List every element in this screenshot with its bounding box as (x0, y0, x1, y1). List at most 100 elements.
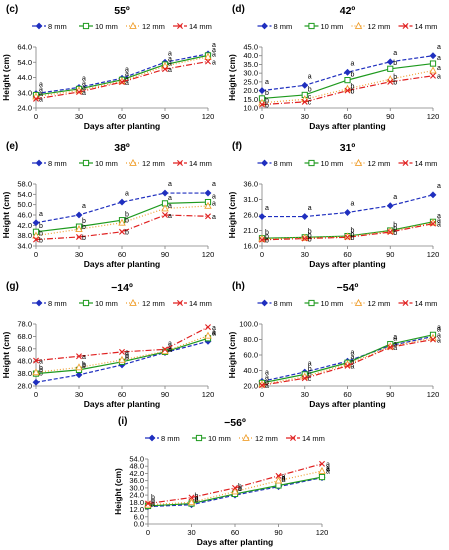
legend-label: 10 mm (321, 159, 344, 168)
legend-marker (82, 299, 90, 307)
data-point (161, 204, 169, 212)
significance-letter: a (265, 79, 269, 86)
significance-letter: a (212, 325, 216, 332)
legend-label: 14 mm (415, 159, 438, 168)
legend-marker (177, 160, 183, 166)
significance-letter: a (82, 76, 86, 83)
significance-letter: b (39, 367, 43, 374)
legend-marker (129, 298, 137, 306)
significance-letter: a (212, 214, 216, 221)
significance-letter: a (437, 333, 441, 340)
x-tick-label: 0 (146, 528, 150, 537)
significance-letter: a (238, 486, 242, 493)
legend-marker (148, 434, 156, 442)
significance-letter: a (437, 44, 441, 51)
legend-marker (354, 158, 363, 166)
significance-letter: a (308, 74, 312, 81)
y-tick-label: 45.0 (243, 43, 258, 52)
significance-letter: a (212, 193, 216, 200)
significance-letter: a (437, 337, 441, 344)
significance-letter: a (212, 47, 216, 54)
data-point (204, 189, 212, 197)
legend-label: 14 mm (302, 434, 325, 443)
y-tick-label: 68.0 (17, 332, 32, 341)
data-point (429, 66, 437, 74)
significance-letter: a (212, 201, 216, 208)
significance-letter: b (39, 365, 43, 372)
legend: 8 mm 10 mm 12 mm 14 mm (257, 158, 438, 168)
legend-item: 8 mm (257, 159, 292, 168)
series-line (35, 60, 209, 100)
significance-letter: a (195, 495, 199, 502)
legend-marker (354, 21, 363, 29)
y-tick-label: 54.0 (129, 455, 144, 464)
legend-item: 8 mm (257, 299, 292, 308)
significance-letter: b (125, 353, 129, 360)
legend: 8 mm 10 mm 12 mm 14 mm (257, 298, 437, 308)
data-point (344, 209, 351, 216)
data-point (274, 476, 283, 484)
legend-item: 10 mm (79, 299, 118, 308)
legend-marker (402, 300, 409, 306)
x-tick-label: 60 (343, 250, 351, 259)
data-point (387, 344, 394, 351)
y-axis-title: Height (cm) (113, 468, 123, 515)
significance-letter: a (326, 466, 330, 473)
significance-letter: a (125, 76, 129, 83)
significance-letter: a (393, 50, 397, 57)
series-line (35, 214, 209, 241)
legend-item: 12 mm (126, 298, 165, 308)
y-tick-label: 50.0 (17, 200, 32, 209)
data-point (187, 498, 196, 506)
y-tick-label: 36.0 (243, 180, 258, 189)
panel-title: 42º (340, 5, 356, 17)
significance-letter: b (393, 74, 397, 81)
panel-d: (d) 42º 8 mm 10 mm 12 mm 14 mm 10.015.020.025.… (227, 4, 441, 131)
significance-letter: a (265, 379, 269, 386)
significance-letter: a (82, 80, 86, 87)
data-point (33, 357, 39, 364)
significance-letter: a (212, 52, 216, 59)
y-tick-label: 40.0 (243, 366, 258, 375)
significance-letter: a (265, 205, 269, 212)
data-point (301, 98, 308, 105)
significance-letter: a (351, 201, 355, 208)
legend-item: 8 mm (32, 159, 67, 168)
significance-letter: b (393, 226, 397, 233)
panel-f: (f) 31º 8 mm 10 mm 12 mm 14 mm 16.0 21.0 26.0 31.… (227, 141, 441, 269)
y-tick-label: 44.0 (17, 73, 32, 82)
significance-letter: b (351, 231, 355, 238)
y-tick-label: 34.0 (17, 88, 32, 97)
significance-letter: b (265, 97, 269, 104)
legend-item: 14 mm (173, 159, 212, 168)
data-point (32, 231, 40, 239)
significance-letter: a (393, 336, 397, 343)
panel-e: (e) 38º 8 mm 10 mm 12 mm 14 mm 34.0 38.042.046.… (1, 141, 216, 269)
significance-letter: a (393, 345, 397, 352)
legend-item: 14 mm (398, 159, 438, 168)
data-point (75, 211, 83, 219)
panel-label: (h) (232, 281, 245, 292)
x-axis-title: Days after planting (84, 259, 161, 269)
significance-letter: b (125, 355, 129, 362)
y-tick-label: 20.0 (243, 382, 258, 391)
significance-letter: a (168, 50, 172, 57)
data-point (76, 353, 82, 360)
legend-marker (129, 21, 137, 29)
significance-letter: b (125, 212, 129, 219)
panel-label: (c) (6, 4, 18, 15)
data-point (301, 375, 308, 382)
panel-h: (h) −54º 8 mm 10 mm 12 mm 14 mm 20.0 40.0 60.0 80… (227, 281, 441, 409)
x-tick-label: 90 (274, 528, 282, 537)
significance-letter: a (326, 468, 330, 475)
legend-item: 14 mm (173, 22, 212, 31)
y-tick-label: 60.0 (243, 351, 258, 360)
x-axis-title: Days after planting (309, 399, 386, 409)
x-tick-label: 60 (118, 250, 126, 259)
significance-letter: a (326, 462, 330, 469)
panel-label: (e) (6, 141, 18, 152)
